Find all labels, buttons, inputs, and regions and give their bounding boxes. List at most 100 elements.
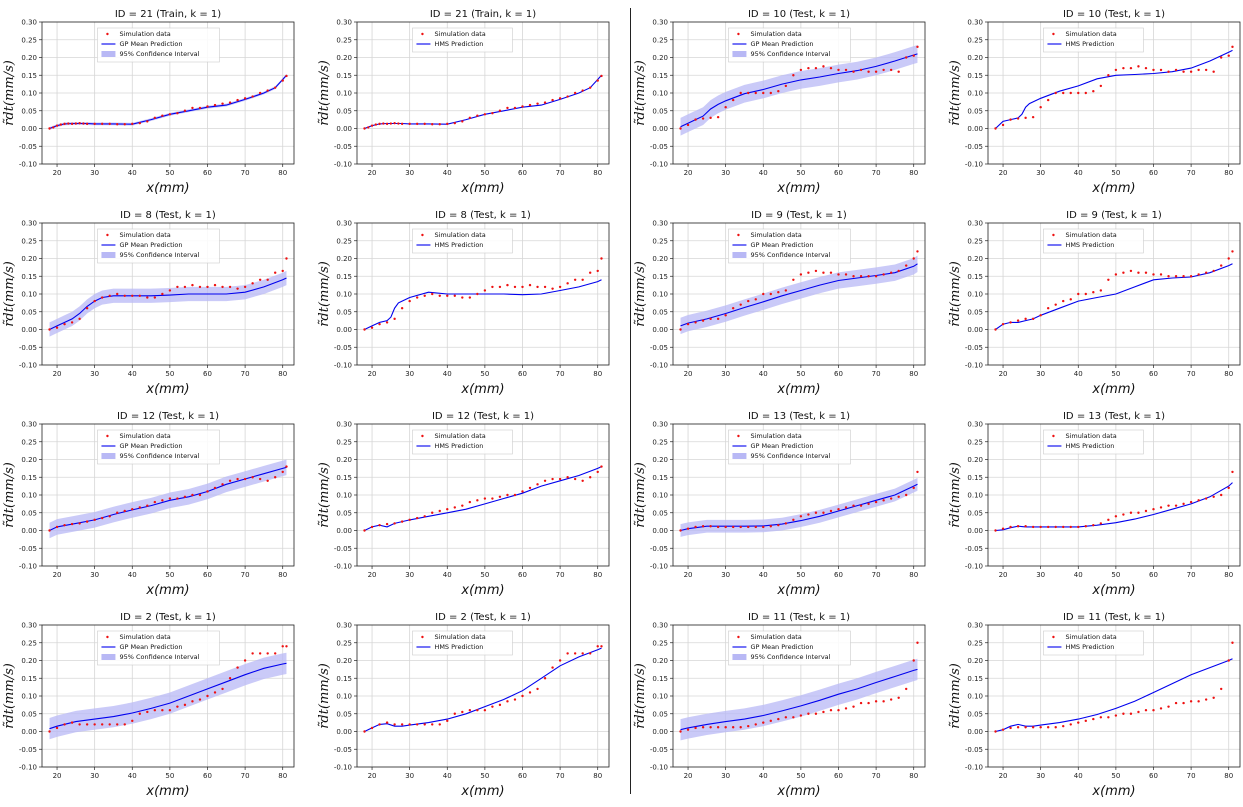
legend-marker-band bbox=[101, 654, 116, 660]
sim-point bbox=[1129, 66, 1133, 70]
y-axis-label: r̃dt(mm/s) bbox=[2, 60, 17, 126]
legend-marker-sim bbox=[421, 434, 424, 438]
prediction-line bbox=[364, 279, 602, 330]
sim-point bbox=[228, 101, 232, 104]
prediction-line bbox=[680, 483, 918, 532]
sim-point bbox=[251, 476, 254, 479]
sim-point bbox=[1231, 45, 1234, 49]
x-tick-label: 20 bbox=[684, 571, 693, 579]
x-tick-label: 40 bbox=[128, 772, 137, 780]
y-tick-label: 0.20 bbox=[21, 54, 37, 62]
y-tick-label: -0.05 bbox=[650, 545, 668, 553]
sim-point bbox=[168, 497, 172, 500]
chart-svg: 20 30 40 50 60 70 80 -0.10 -0.05 0.00 0.05 0.10 0.15… bbox=[948, 612, 1241, 799]
sim-point bbox=[461, 296, 464, 299]
sim-point bbox=[1122, 66, 1125, 70]
sim-point bbox=[191, 283, 194, 287]
y-tick-label: -0.05 bbox=[965, 344, 983, 352]
sim-point bbox=[859, 275, 863, 278]
legend-label: 95% Confidence Interval bbox=[750, 251, 830, 259]
chart-title: ID = 21 (Train, k = 1) bbox=[430, 9, 536, 20]
sim-point bbox=[48, 328, 51, 331]
sim-point bbox=[382, 122, 385, 125]
sim-point bbox=[739, 303, 742, 306]
y-tick-label: -0.10 bbox=[650, 362, 668, 370]
x-tick-label: 80 bbox=[909, 169, 918, 177]
sim-point bbox=[566, 476, 569, 479]
legend-label: HMS Prediction bbox=[1065, 241, 1114, 249]
y-tick-label: 0.20 bbox=[21, 456, 37, 464]
sim-point bbox=[1167, 70, 1170, 73]
x-axis-label: x(mm) bbox=[460, 181, 504, 196]
sim-point bbox=[747, 91, 750, 95]
sim-point bbox=[506, 700, 509, 703]
x-tick-label: 80 bbox=[1224, 169, 1233, 177]
y-tick-label: 0.25 bbox=[967, 438, 983, 446]
x-tick-label: 30 bbox=[721, 571, 730, 579]
sim-point bbox=[686, 322, 690, 326]
legend-box bbox=[412, 228, 513, 254]
sim-point bbox=[912, 659, 915, 662]
chart-panel: 20 30 40 50 60 70 80 -0.10 -0.05 0.00 0.05 0.10 0.15… bbox=[2, 205, 302, 405]
sim-point bbox=[1069, 91, 1072, 95]
x-tick-label: 70 bbox=[241, 370, 250, 378]
y-tick-label: 0.30 bbox=[21, 220, 37, 228]
sim-point bbox=[581, 479, 584, 482]
legend-marker-sim bbox=[421, 233, 424, 237]
legend-label: GP Mean Prediction bbox=[750, 643, 813, 651]
x-tick-label: 40 bbox=[443, 370, 452, 378]
sim-point bbox=[236, 287, 239, 290]
y-tick-label: -0.10 bbox=[334, 764, 352, 772]
sim-point bbox=[415, 516, 419, 520]
sim-point bbox=[844, 707, 848, 710]
legend-marker-sim bbox=[106, 32, 109, 36]
y-tick-label: -0.05 bbox=[334, 746, 352, 754]
sim-point bbox=[191, 493, 194, 497]
sim-point bbox=[521, 285, 524, 289]
sim-point bbox=[874, 700, 878, 703]
x-tick-label: 40 bbox=[443, 772, 452, 780]
y-tick-label: -0.10 bbox=[334, 161, 352, 169]
x-tick-label: 40 bbox=[443, 571, 452, 579]
sim-point bbox=[393, 317, 396, 321]
legend-label: 95% Confidence Interval bbox=[750, 653, 830, 661]
sim-point bbox=[573, 278, 577, 281]
sim-point bbox=[754, 525, 757, 529]
sim-point bbox=[799, 515, 803, 518]
sim-point bbox=[679, 127, 682, 130]
sim-point bbox=[573, 652, 577, 655]
sim-point bbox=[904, 687, 908, 691]
sim-point bbox=[48, 529, 51, 532]
sim-point bbox=[837, 68, 840, 72]
legend-label: Simulation data bbox=[434, 432, 485, 440]
sim-point bbox=[916, 641, 919, 644]
sim-point bbox=[476, 709, 479, 712]
y-tick-label: 0.20 bbox=[336, 54, 352, 62]
y-tick-label: 0.00 bbox=[652, 125, 668, 133]
sim-point bbox=[423, 723, 426, 726]
sim-point bbox=[138, 506, 141, 509]
sim-point bbox=[588, 271, 592, 274]
sim-point bbox=[1231, 250, 1234, 253]
x-tick-label: 60 bbox=[1149, 370, 1158, 378]
x-tick-label: 80 bbox=[278, 772, 287, 780]
sim-point bbox=[82, 122, 85, 125]
y-tick-label: 0.05 bbox=[652, 710, 668, 718]
y-tick-label: 0.15 bbox=[336, 72, 352, 80]
sim-point bbox=[1189, 700, 1193, 703]
y-tick-label: 0.20 bbox=[21, 657, 37, 665]
sim-point bbox=[1009, 118, 1012, 121]
x-tick-label: 70 bbox=[872, 571, 881, 579]
x-tick-label: 70 bbox=[556, 370, 565, 378]
sim-point bbox=[709, 525, 712, 528]
legend-label: Simulation data bbox=[750, 231, 801, 239]
sim-point bbox=[558, 477, 562, 481]
sim-point bbox=[221, 687, 224, 691]
sim-point bbox=[581, 89, 584, 92]
y-tick-label: -0.10 bbox=[650, 161, 668, 169]
y-tick-label: 0.15 bbox=[967, 474, 983, 482]
sim-point bbox=[1219, 493, 1223, 497]
y-tick-label: -0.05 bbox=[650, 746, 668, 754]
sim-point bbox=[837, 273, 840, 276]
sim-point bbox=[438, 723, 441, 726]
